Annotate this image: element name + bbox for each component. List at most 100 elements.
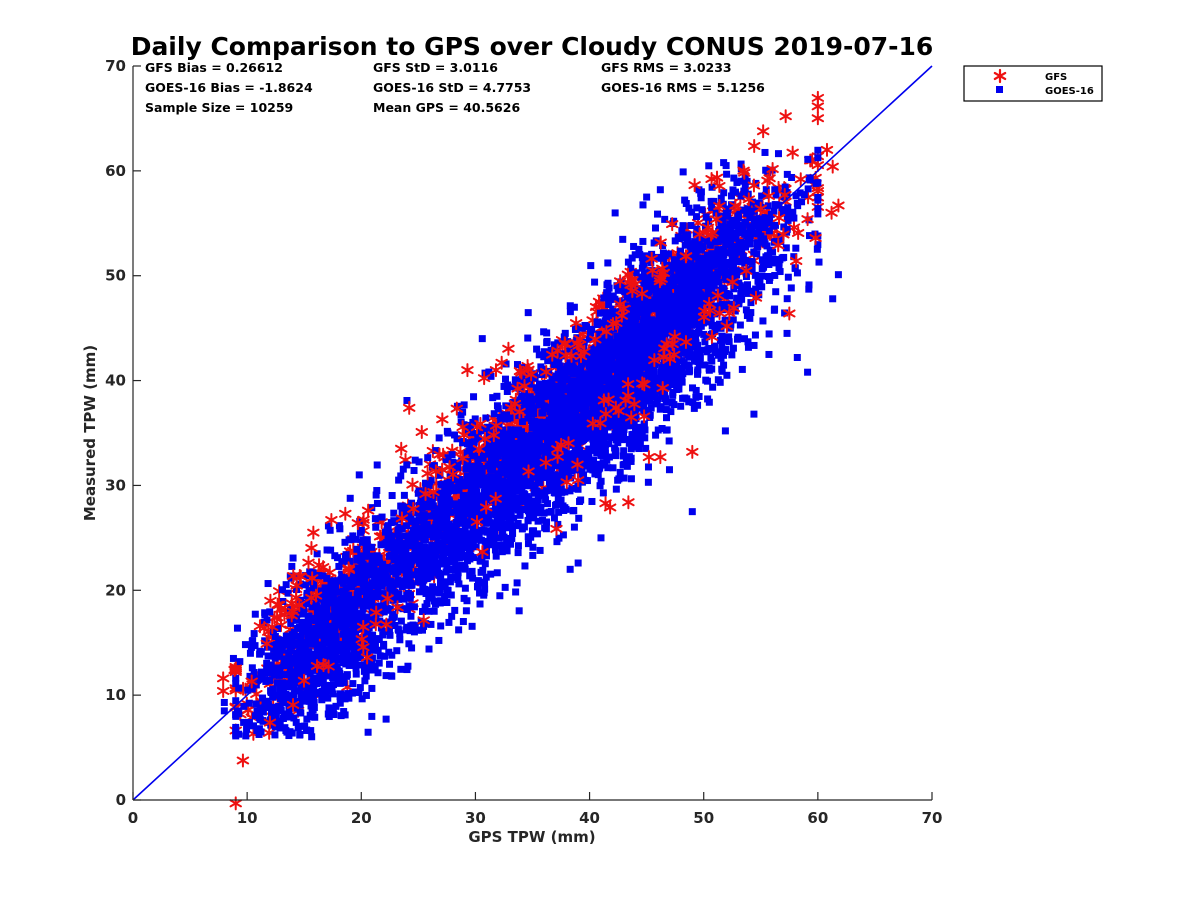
goes-16-point (410, 466, 418, 474)
goes-16-point (727, 192, 735, 200)
goes-16-point (371, 515, 379, 523)
goes-16-point (588, 497, 596, 505)
goes-16-point (493, 569, 501, 577)
goes-16-point (536, 546, 544, 554)
goes-16-point (761, 148, 769, 156)
goes-16-point (261, 609, 269, 617)
goes-16-point (599, 489, 607, 497)
goes-16-point (514, 549, 522, 557)
goes-16-point (470, 393, 478, 401)
goes-16-point (425, 645, 433, 653)
goes-16-point (470, 438, 478, 446)
goes-16-point (698, 206, 706, 214)
goes-16-point (341, 711, 349, 719)
goes-16-point (375, 554, 383, 562)
goes-16-point (356, 684, 364, 692)
goes-16-point (435, 434, 443, 442)
goes-16-point (448, 612, 456, 620)
goes-16-point (758, 272, 766, 280)
gfs-point (811, 111, 825, 126)
goes-16-point (512, 588, 520, 596)
goes-16-point (627, 475, 635, 483)
goes-16-point (709, 383, 717, 391)
goes-16-point (624, 258, 632, 266)
goes-16-point (436, 589, 444, 597)
goes-16-point (241, 641, 249, 649)
goes-16-point (515, 607, 523, 615)
goes-16-point (805, 285, 813, 293)
goes-16-point (813, 245, 821, 253)
goes-16-point (463, 597, 471, 605)
goes-16-point (620, 447, 628, 455)
goes-16-point (723, 170, 731, 178)
goes-16-point (397, 665, 405, 673)
goes-16-point (358, 695, 366, 703)
goes-16-point (678, 374, 686, 382)
goes-16-point (705, 162, 713, 170)
goes-16-point (423, 600, 431, 608)
goes-16-point (641, 426, 649, 434)
goes-16-point (730, 174, 738, 182)
goes-16-point (718, 367, 726, 375)
goes-16-point (496, 592, 504, 600)
goes-16-point (252, 700, 260, 708)
goes-16-point (397, 472, 405, 480)
goes-16-point (738, 365, 746, 373)
goes-16-point (325, 713, 333, 721)
goes-16-point (349, 680, 357, 688)
goes-16-point (753, 239, 761, 247)
goes-16-point (296, 731, 304, 739)
goes-16-point (541, 491, 549, 499)
goes-16-point (476, 600, 484, 608)
goes-16-point (427, 476, 435, 484)
goes-16-point (765, 350, 773, 358)
goes-16-point (403, 666, 411, 674)
goes-16-point (445, 618, 453, 626)
goes-16-point (774, 150, 782, 158)
goes-16-point (765, 330, 773, 338)
goes-16-point (382, 715, 390, 723)
goes-16-point (349, 532, 357, 540)
goes-16-point (435, 636, 443, 644)
goes-16-point (728, 351, 736, 359)
goes-16-point (677, 402, 685, 410)
goes-16-point (729, 344, 737, 352)
goes-16-point (468, 622, 476, 630)
goes-16-point (716, 336, 724, 344)
goes-16-point (651, 224, 659, 232)
goes-16-point (772, 288, 780, 296)
goes-16-point (506, 414, 514, 422)
goes-16-point (481, 519, 489, 527)
goes-16-point (604, 259, 612, 267)
goes-16-point (678, 227, 686, 235)
goes-16-point (388, 672, 396, 680)
goes-16-point (352, 670, 360, 678)
goes-16-point (340, 691, 348, 699)
goes-16-point (591, 278, 599, 286)
goes-16-point (619, 235, 627, 243)
goes-16-point (267, 687, 275, 695)
goes-16-point (638, 264, 646, 272)
goes-16-point (377, 541, 385, 549)
goes-16-point (751, 331, 759, 339)
goes-16-point (804, 155, 812, 163)
goes-16-point (684, 233, 692, 241)
goes-16-point (419, 607, 427, 615)
goes-16-point (501, 583, 509, 591)
goes-16-point (609, 464, 617, 472)
goes-16-point (814, 146, 822, 154)
goes-16-point (670, 401, 678, 409)
goes-16-point (323, 546, 331, 554)
goes-16-point (504, 381, 512, 389)
goes-16-point (325, 704, 333, 712)
goes-16-point (242, 732, 250, 740)
goes-16-point (271, 731, 279, 739)
goes-16-point (462, 465, 470, 473)
goes-16-point (323, 574, 331, 582)
goes-16-point (690, 404, 698, 412)
goes-16-point (613, 428, 621, 436)
goes-16-point (750, 341, 758, 349)
goes-16-point (692, 386, 700, 394)
goes-16-point (729, 186, 737, 194)
goes-16-point (378, 513, 386, 521)
